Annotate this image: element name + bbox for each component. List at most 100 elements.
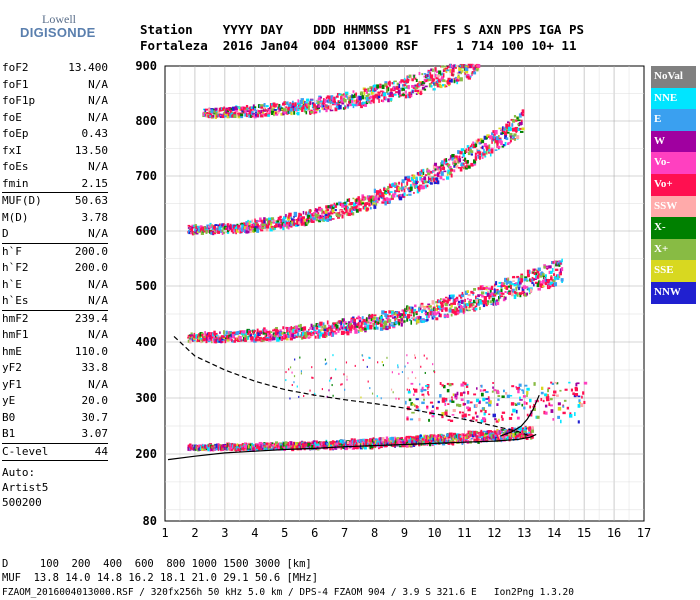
echo-point <box>414 77 417 80</box>
echo-point <box>583 381 588 385</box>
echo-point <box>270 108 275 113</box>
echo-point <box>338 214 341 217</box>
echo-point <box>443 170 447 173</box>
x-tick-label: 4 <box>251 526 258 540</box>
echo-point <box>339 324 343 329</box>
echo-point <box>384 201 387 206</box>
echo-point <box>423 78 427 83</box>
echo-point <box>479 389 482 392</box>
echo-point <box>495 281 498 286</box>
echo-point <box>269 221 273 224</box>
echo-point <box>483 143 487 148</box>
echo-point <box>525 402 528 405</box>
echo-point <box>578 402 582 404</box>
echo-point <box>418 417 421 422</box>
echo-point <box>566 406 570 410</box>
echo-point <box>409 184 413 188</box>
echo-point <box>267 114 270 117</box>
param-value: 0.43 <box>81 127 109 140</box>
echo-point <box>405 79 409 84</box>
echo-point <box>204 108 207 113</box>
echo-point <box>299 323 302 329</box>
echo-point <box>390 88 393 92</box>
param-row-d: D N/A <box>2 226 108 243</box>
echo-point <box>524 293 528 297</box>
echo-point <box>463 308 465 313</box>
echo-point <box>453 64 456 68</box>
echo-point <box>224 224 227 228</box>
x-tick-label: 5 <box>281 526 288 540</box>
echo-point <box>458 67 462 72</box>
echo-point <box>478 436 482 439</box>
echo-point <box>512 134 515 139</box>
echo-point <box>456 155 458 159</box>
echo-point <box>282 330 285 333</box>
echo-point <box>429 438 431 442</box>
echo-point <box>456 81 459 85</box>
echo-point <box>459 305 463 309</box>
echo-point <box>285 371 287 374</box>
echo-point <box>467 165 471 169</box>
echo-point <box>387 87 390 92</box>
echo-point <box>199 445 203 450</box>
echo-point <box>480 291 485 295</box>
echo-point <box>407 306 410 311</box>
echo-point <box>354 329 358 334</box>
echo-point <box>347 206 349 210</box>
y-tick-label: 80 <box>143 514 157 528</box>
echo-point <box>414 311 417 314</box>
echo-point <box>518 292 522 296</box>
echo-point <box>408 318 411 322</box>
echo-point <box>357 315 360 319</box>
echo-point <box>531 426 534 430</box>
echo-point <box>346 440 350 444</box>
echo-point <box>539 280 542 284</box>
echo-point <box>441 171 444 174</box>
echo-point <box>525 286 529 289</box>
echo-point <box>513 114 517 118</box>
echo-point <box>533 278 537 281</box>
echo-point <box>481 145 484 150</box>
echo-point <box>280 225 284 228</box>
echo-point <box>515 119 518 122</box>
echo-point <box>444 307 448 312</box>
echo-point <box>307 214 311 219</box>
echo-point <box>430 85 433 88</box>
echo-point <box>526 413 529 417</box>
echo-point <box>298 395 300 398</box>
echo-point <box>445 439 448 443</box>
echo-point <box>190 332 193 336</box>
echo-point <box>467 414 471 416</box>
echo-point <box>434 82 437 87</box>
legend-nne: NNE <box>651 87 696 110</box>
echo-point <box>414 376 417 379</box>
echo-point <box>327 99 331 104</box>
echo-point <box>500 415 503 419</box>
echo-point <box>518 122 522 126</box>
echo-point <box>497 145 501 148</box>
echo-point <box>395 317 398 320</box>
echo-point <box>411 174 414 177</box>
echo-point <box>333 100 337 103</box>
echo-point <box>256 225 259 231</box>
echo-point <box>498 299 500 302</box>
echo-point <box>350 324 354 329</box>
echo-point <box>203 337 207 341</box>
echo-point <box>382 99 385 103</box>
echo-point <box>463 403 467 406</box>
echo-point <box>439 436 442 440</box>
echo-point <box>442 84 446 87</box>
echo-point <box>324 363 327 366</box>
echo-point <box>396 86 400 90</box>
echo-point <box>382 364 385 367</box>
echo-point <box>461 299 464 305</box>
echo-point <box>410 176 415 181</box>
echo-point <box>223 330 225 335</box>
echo-point <box>295 218 299 222</box>
echo-point <box>259 217 262 222</box>
echo-point <box>526 433 530 438</box>
echo-point <box>283 216 287 220</box>
param-value: 33.8 <box>81 361 109 374</box>
echo-point <box>351 103 356 107</box>
echo-point <box>517 389 520 394</box>
